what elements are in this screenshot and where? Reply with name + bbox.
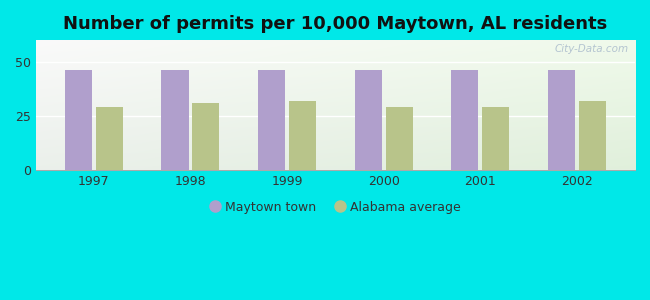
Bar bbox=[289, 101, 316, 170]
Bar bbox=[161, 70, 188, 170]
Title: Number of permits per 10,000 Maytown, AL residents: Number of permits per 10,000 Maytown, AL… bbox=[63, 15, 608, 33]
Bar bbox=[451, 70, 478, 170]
Bar bbox=[192, 103, 220, 170]
Bar bbox=[548, 70, 575, 170]
Bar bbox=[96, 107, 123, 170]
Bar bbox=[482, 107, 510, 170]
Bar bbox=[385, 107, 413, 170]
Bar bbox=[65, 70, 92, 170]
Bar bbox=[355, 70, 382, 170]
Text: City-Data.com: City-Data.com bbox=[555, 44, 629, 54]
Bar bbox=[579, 101, 606, 170]
Bar bbox=[258, 70, 285, 170]
Legend: Maytown town, Alabama average: Maytown town, Alabama average bbox=[205, 196, 466, 219]
